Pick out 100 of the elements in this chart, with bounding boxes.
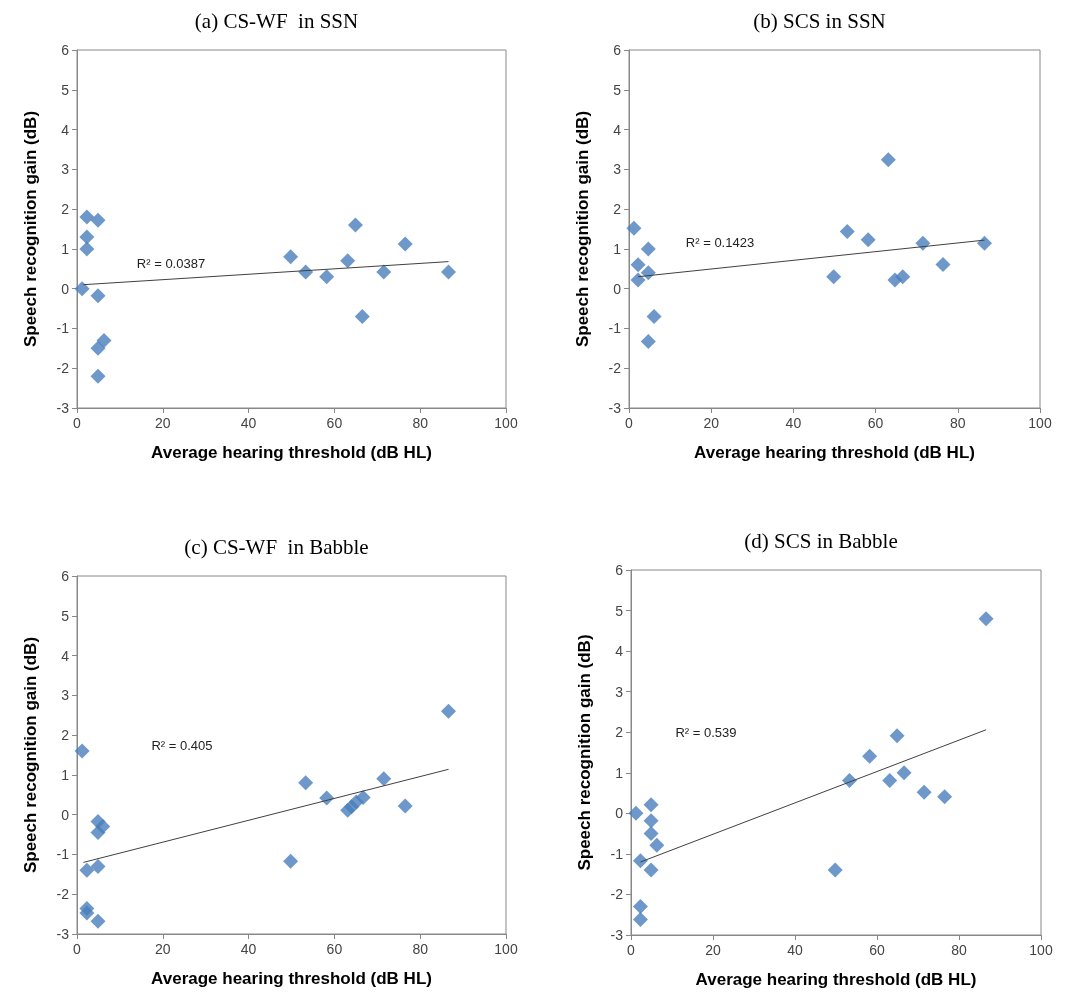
- x-tick-label: 20: [703, 415, 720, 431]
- x-tick-label: 100: [1029, 942, 1053, 958]
- point: [643, 826, 659, 842]
- point: [298, 775, 314, 791]
- point: [376, 771, 392, 787]
- x-tick-label: 100: [494, 415, 518, 431]
- y-axis-title: Speech recognition gain (dB): [575, 634, 594, 871]
- point: [628, 805, 644, 821]
- point: [896, 765, 912, 781]
- point: [74, 743, 90, 759]
- point: [978, 611, 994, 627]
- y-tick-label: -3: [56, 400, 70, 416]
- point: [643, 797, 659, 813]
- y-tick-label: -2: [608, 360, 622, 377]
- y-tick-label: 5: [615, 602, 624, 619]
- point: [79, 862, 95, 878]
- point: [889, 728, 905, 744]
- point: [79, 209, 95, 225]
- point: [827, 862, 843, 878]
- y-tick-label: 0: [61, 806, 70, 823]
- y-tick-label: -1: [610, 845, 624, 862]
- x-tick-label: 60: [326, 941, 343, 957]
- point: [283, 249, 299, 265]
- point: [74, 281, 90, 297]
- y-axis-title: Speech recognition gain (dB): [21, 110, 40, 348]
- chart-title: (d) SCS in Babble: [744, 528, 898, 553]
- y-axis-title: Speech recognition gain (dB): [21, 636, 40, 874]
- point: [441, 703, 457, 719]
- y-tick-label: 0: [613, 280, 622, 297]
- point: [79, 905, 95, 921]
- point: [880, 152, 896, 168]
- y-tick-label: 4: [61, 121, 70, 138]
- point: [376, 264, 392, 280]
- x-tick-label: 100: [494, 941, 518, 957]
- y-tick-label: 1: [615, 764, 624, 781]
- point: [632, 912, 648, 928]
- point: [630, 257, 646, 273]
- chart-title: (c) CS-WF in Babble: [184, 534, 369, 559]
- y-tick-label: 5: [61, 81, 70, 98]
- point: [643, 813, 659, 829]
- y-tick-label: 1: [61, 766, 70, 783]
- point: [630, 272, 646, 288]
- y-tick-label: 6: [61, 568, 70, 584]
- annotation: R² = 0.0387: [136, 255, 206, 271]
- y-tick-label: 1: [613, 240, 622, 257]
- point: [90, 288, 106, 304]
- y-tick-label: -2: [610, 886, 624, 903]
- x-tick-label: 80: [951, 942, 967, 958]
- chart-title: (a) CS-WF in SSN: [194, 8, 359, 33]
- point: [90, 340, 106, 356]
- point: [839, 223, 855, 239]
- point: [319, 269, 335, 285]
- y-tick-label: 1: [61, 240, 70, 257]
- annotation: R² = 0.405: [151, 737, 213, 753]
- x-tick-label: 0: [73, 415, 82, 431]
- point: [340, 253, 356, 269]
- y-tick-label: 4: [615, 643, 624, 660]
- point: [96, 332, 112, 348]
- point: [397, 236, 413, 252]
- annotation: R² = 0.539: [675, 724, 737, 740]
- y-tick-label: -3: [608, 400, 622, 416]
- x-axis-title: Average hearing threshold (dB HL): [694, 443, 975, 462]
- point: [916, 784, 932, 800]
- y-tick-label: 0: [61, 280, 70, 297]
- point: [640, 334, 656, 350]
- y-tick-label: 3: [613, 161, 622, 178]
- y-tick-label: 6: [615, 562, 624, 578]
- point: [882, 772, 898, 788]
- point: [826, 269, 842, 285]
- y-tick-label: 4: [613, 121, 622, 138]
- point: [640, 241, 656, 257]
- x-axis-title: Average hearing threshold (dB HL): [151, 969, 432, 988]
- x-tick-label: 20: [155, 415, 171, 431]
- point: [283, 853, 299, 869]
- x-tick-label: 100: [1028, 415, 1052, 431]
- y-tick-label: -3: [610, 927, 624, 943]
- x-tick-label: 40: [787, 942, 803, 958]
- y-tick-label: 2: [615, 724, 624, 741]
- y-tick-label: -1: [608, 320, 622, 337]
- y-tick-label: -1: [56, 846, 70, 863]
- x-tick-label: 0: [625, 415, 634, 431]
- y-tick-label: 3: [61, 687, 70, 704]
- x-tick-label: 40: [240, 415, 257, 431]
- x-tick-label: 60: [326, 415, 343, 431]
- point: [640, 265, 656, 281]
- point: [649, 837, 665, 853]
- point: [643, 862, 659, 878]
- x-tick-label: 0: [627, 942, 636, 958]
- point: [860, 232, 876, 248]
- x-tick-label: 40: [785, 415, 802, 431]
- point: [977, 235, 993, 251]
- point: [646, 309, 662, 325]
- x-tick-label: 0: [73, 941, 82, 957]
- x-tick-label: 20: [705, 942, 721, 958]
- point: [937, 789, 953, 805]
- x-tick-label: 80: [950, 415, 966, 431]
- annotation: R² = 0.1423: [685, 234, 755, 250]
- y-tick-label: -3: [56, 926, 70, 942]
- point: [95, 819, 111, 835]
- point: [90, 858, 106, 874]
